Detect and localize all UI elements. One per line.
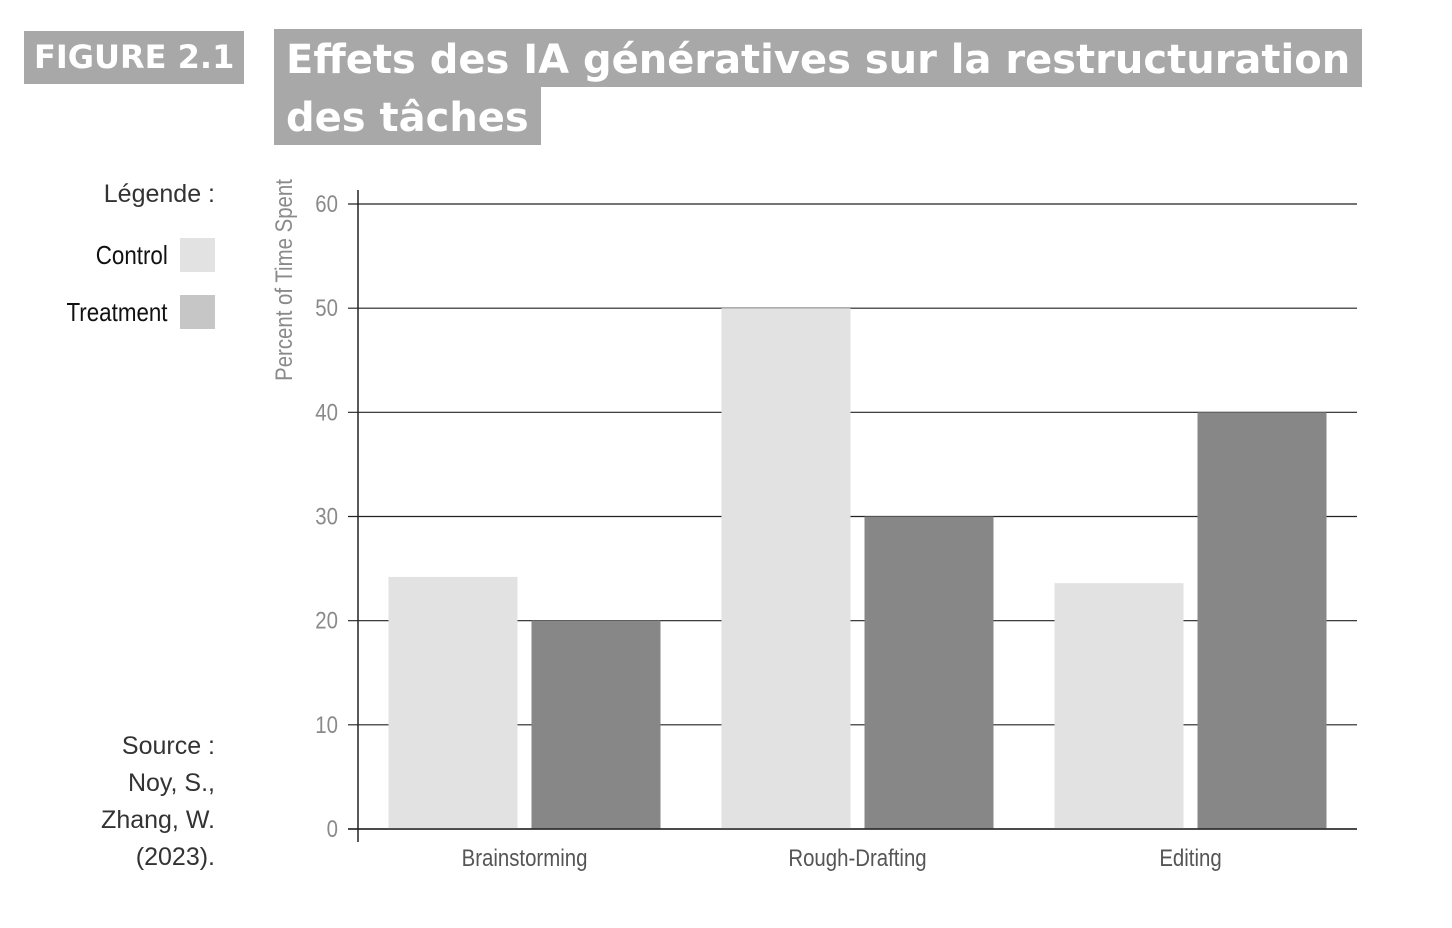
y-tick-label: 30	[315, 503, 338, 530]
bar-brainstorming-treatment	[531, 620, 661, 829]
x-tick-label: Editing	[1159, 844, 1221, 871]
legend-label-treatment: Treatment	[66, 296, 168, 327]
y-tick-label: 40	[315, 399, 338, 426]
source-line-2: Noy, S.,	[127, 769, 215, 797]
y-tick-label: 60	[315, 190, 338, 217]
legend-item-treatment: Treatment	[50, 295, 215, 329]
bar-editing-control	[1054, 583, 1184, 829]
bar-rough-drafting-treatment	[864, 516, 994, 829]
figure-label: FIGURE 2.1	[24, 31, 245, 84]
legend-item-control: Control	[84, 238, 215, 272]
legend-swatch-control	[180, 238, 215, 272]
y-tick-label: 0	[327, 815, 338, 842]
y-tick-label: 50	[315, 295, 338, 322]
x-tick-label: Rough-Drafting	[788, 844, 926, 871]
source-line-1: Source :	[121, 732, 215, 760]
y-tick-label: 10	[315, 711, 338, 738]
legend-heading: Légende :	[103, 180, 215, 208]
chart-title-line-1: Effets des IA génératives sur la restruc…	[274, 29, 1363, 87]
x-tick-label: Brainstorming	[462, 844, 588, 871]
source-note: Source : Noy, S., Zhang, W. (2023).	[101, 728, 215, 876]
chart-title: Effets des IA génératives sur la restruc…	[274, 29, 1363, 145]
y-tick-label: 20	[315, 607, 338, 634]
legend-swatch-treatment	[180, 295, 215, 329]
y-axis-title: Percent of Time Spent	[270, 178, 297, 381]
bar-rough-drafting-control	[721, 308, 851, 830]
chart-title-line-2: des tâches	[274, 87, 541, 145]
bar-editing-treatment	[1197, 412, 1327, 829]
source-line-4: (2023).	[135, 843, 215, 871]
legend-label-control: Control	[95, 239, 168, 270]
source-line-3: Zhang, W.	[101, 806, 215, 834]
bar-brainstorming-control	[388, 576, 518, 829]
